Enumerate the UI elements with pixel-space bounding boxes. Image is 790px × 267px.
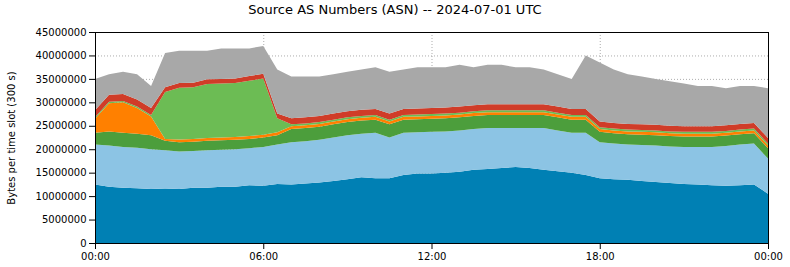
svg-text:5000000: 5000000 xyxy=(42,214,87,225)
svg-text:00:00: 00:00 xyxy=(754,251,783,262)
svg-text:30000000: 30000000 xyxy=(36,97,87,108)
svg-text:20000000: 20000000 xyxy=(36,144,87,155)
svg-text:Bytes per time slot (300 s): Bytes per time slot (300 s) xyxy=(6,71,17,204)
svg-text:18:00: 18:00 xyxy=(586,251,615,262)
svg-text:25000000: 25000000 xyxy=(36,120,87,131)
svg-text:40000000: 40000000 xyxy=(36,50,87,61)
svg-text:12:00: 12:00 xyxy=(418,251,447,262)
svg-text:10000000: 10000000 xyxy=(36,191,87,202)
svg-text:15000000: 15000000 xyxy=(36,167,87,178)
svg-text:35000000: 35000000 xyxy=(36,74,87,85)
svg-text:00:00: 00:00 xyxy=(81,251,110,262)
svg-text:45000000: 45000000 xyxy=(36,27,87,38)
svg-text:0: 0 xyxy=(80,238,86,249)
html-text:Source AS Numbers (ASN) -- 202: Source AS Numbers (ASN) -- 2024-07-01 UT… xyxy=(248,2,542,17)
svg-text:06:00: 06:00 xyxy=(249,251,278,262)
